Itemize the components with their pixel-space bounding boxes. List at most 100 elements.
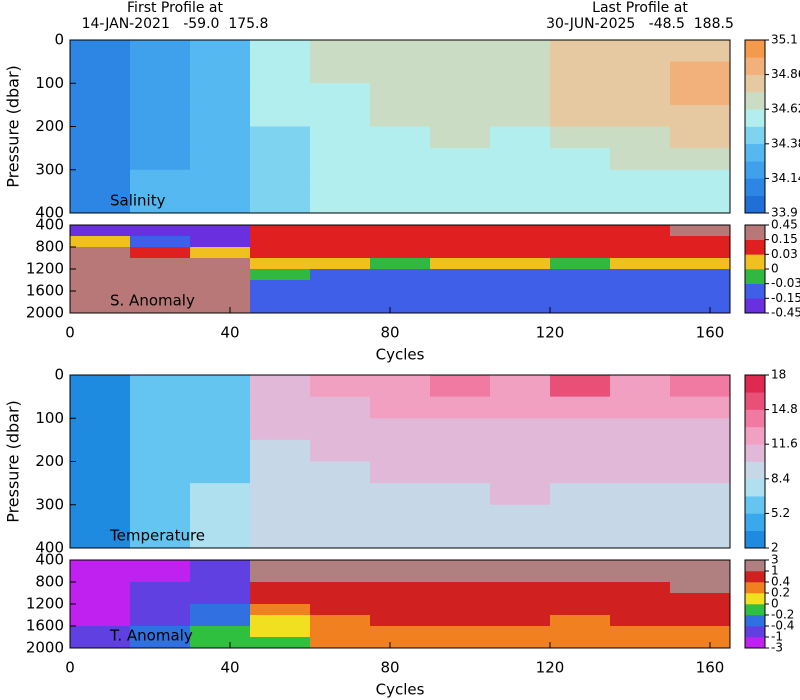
- cell: [310, 396, 371, 419]
- cell: [70, 604, 131, 616]
- colorbar-tick-label: 0.15: [771, 232, 798, 246]
- cell: [190, 582, 251, 594]
- cell: [430, 83, 491, 106]
- cell: [190, 225, 251, 237]
- cell: [610, 269, 671, 281]
- cell: [670, 236, 731, 248]
- cell: [610, 191, 671, 214]
- first-profile-label: First Profile at: [127, 0, 223, 16]
- cell: [610, 280, 671, 292]
- cell: [430, 291, 491, 303]
- cell: [130, 83, 191, 106]
- cell: [490, 280, 551, 292]
- y-tick-label: 800: [35, 238, 64, 256]
- cell: [430, 126, 491, 149]
- cell: [430, 61, 491, 84]
- cell: [190, 604, 251, 616]
- colorbar-band: [745, 40, 765, 58]
- cell: [550, 439, 611, 462]
- cell: [430, 504, 491, 527]
- cell: [70, 637, 131, 649]
- cell: [310, 504, 371, 527]
- cell: [70, 280, 131, 292]
- cell: [310, 280, 371, 292]
- cell: [130, 626, 191, 638]
- cell: [190, 191, 251, 214]
- colorbar-tick-label: 34.38: [771, 136, 800, 150]
- cell: [550, 615, 611, 627]
- cell: [550, 61, 611, 84]
- y-tick-label: 1600: [26, 282, 64, 300]
- cell: [310, 582, 371, 594]
- cell: [670, 269, 731, 281]
- cell: [670, 593, 731, 605]
- cell: [70, 593, 131, 605]
- cell: [610, 258, 671, 270]
- cell: [130, 418, 191, 441]
- cell: [550, 504, 611, 527]
- cell: [490, 148, 551, 171]
- cell: [70, 225, 131, 237]
- cell: [250, 637, 311, 649]
- cell: [370, 247, 431, 259]
- cell: [670, 571, 731, 583]
- colorbar-band: [745, 74, 765, 93]
- cell: [250, 615, 311, 627]
- colorbar-band: [745, 143, 765, 162]
- cell: [610, 571, 671, 583]
- cell: [310, 104, 371, 127]
- cell: [670, 604, 731, 616]
- cell: [610, 637, 671, 649]
- cell: [310, 302, 371, 314]
- colorbar-tick-label: 33.9: [771, 206, 798, 220]
- cell: [250, 247, 311, 259]
- y-axis-label: Pressure (dbar): [4, 400, 23, 523]
- cell: [310, 418, 371, 441]
- cell: [70, 571, 131, 583]
- cell: [430, 418, 491, 441]
- colorbar-band: [745, 375, 765, 393]
- cell: [190, 169, 251, 192]
- cell: [250, 104, 311, 127]
- colorbar-band: [745, 269, 765, 284]
- last-profile-label: Last Profile at: [592, 0, 688, 16]
- cell: [610, 126, 671, 149]
- cell: [610, 247, 671, 259]
- cell: [370, 280, 431, 292]
- cell: [490, 526, 551, 549]
- cell: [430, 40, 491, 63]
- cell: [370, 126, 431, 149]
- colorbar-band: [745, 604, 765, 616]
- cell: [250, 225, 311, 237]
- colorbar-band: [745, 254, 765, 270]
- cell: [70, 236, 131, 248]
- cell: [610, 461, 671, 484]
- x-tick-label: 40: [220, 324, 239, 342]
- cell: [130, 504, 191, 527]
- cell: [430, 302, 491, 314]
- cell: [670, 461, 731, 484]
- cell: [250, 418, 311, 441]
- cell: [70, 191, 131, 214]
- colorbar-band: [745, 225, 765, 240]
- cell: [370, 396, 431, 419]
- cell: [430, 148, 491, 171]
- cell: [130, 461, 191, 484]
- colorbar-tick-label: 8.4: [771, 471, 790, 485]
- cell: [370, 269, 431, 281]
- cell: [490, 375, 551, 398]
- cell: [130, 126, 191, 149]
- colorbar-band: [745, 283, 765, 299]
- colorbar-tick-label: 1: [771, 564, 779, 578]
- y-tick-label: 2000: [26, 639, 64, 657]
- cell: [250, 375, 311, 398]
- cell: [430, 191, 491, 214]
- colorbar-tick-label: 0.03: [771, 247, 798, 261]
- cell: [430, 225, 491, 237]
- cell: [70, 396, 131, 419]
- cell: [610, 396, 671, 419]
- colorbar-band: [745, 57, 765, 75]
- colorbar-tick-label: 0.2: [771, 586, 790, 600]
- cell: [130, 560, 191, 572]
- cell: [550, 571, 611, 583]
